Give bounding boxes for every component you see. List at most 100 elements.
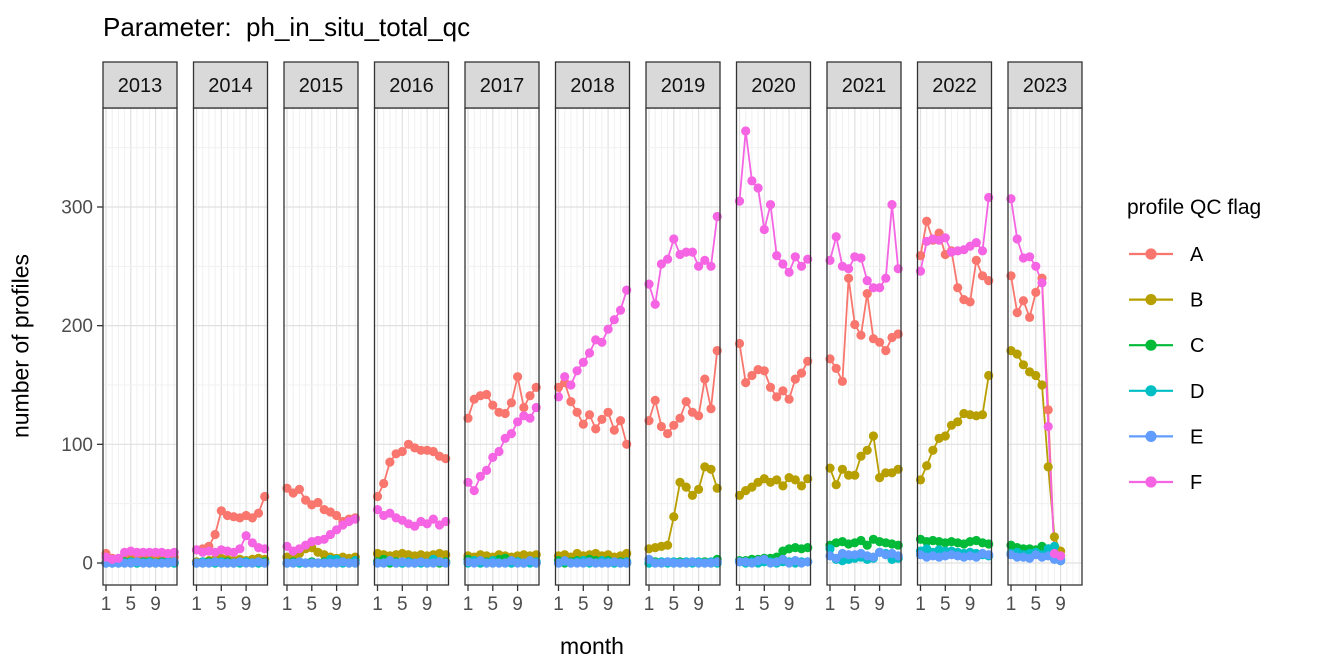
y-tick-label: 100	[61, 435, 93, 456]
data-point-A	[825, 354, 835, 364]
data-point-B	[694, 484, 704, 494]
data-point-F	[247, 538, 257, 548]
data-point-F	[669, 234, 679, 244]
data-point-F	[915, 266, 926, 276]
legend-label: A	[1190, 244, 1204, 266]
plot-title: Parameter: ph_in_situ_total_qc	[103, 12, 471, 42]
data-point-B	[831, 480, 841, 490]
x-tick-label: 9	[1055, 594, 1066, 615]
data-point-B	[734, 490, 745, 500]
x-tick-label: 1	[191, 594, 202, 615]
data-point-B	[977, 410, 988, 420]
data-point-B	[1037, 380, 1047, 390]
data-point-A	[584, 410, 595, 420]
data-point-A	[513, 372, 523, 382]
data-point-A	[694, 411, 704, 421]
data-point-F	[372, 505, 383, 515]
x-tick-label: 5	[488, 594, 499, 615]
facet-label-2013: 2013	[118, 75, 163, 97]
data-point-A	[862, 289, 872, 299]
x-tick-label: 5	[1031, 594, 1042, 615]
data-point-B	[875, 473, 885, 483]
data-point-F	[772, 251, 782, 261]
data-point-A	[506, 398, 516, 408]
data-point-F	[235, 544, 245, 554]
legend-key-point	[1145, 430, 1157, 442]
legend-label: D	[1190, 381, 1204, 403]
data-point-A	[850, 319, 860, 330]
data-point-A	[294, 484, 304, 494]
data-point-F	[609, 315, 619, 325]
data-point-F	[977, 246, 988, 256]
data-point-B	[825, 463, 835, 473]
data-point-A	[282, 483, 292, 493]
panel-background	[374, 108, 449, 585]
legend-label: E	[1190, 426, 1203, 448]
data-point-A	[597, 414, 607, 424]
data-point-A	[669, 420, 679, 430]
x-tick-label: 5	[216, 594, 227, 615]
data-point-A	[772, 392, 782, 402]
facet-label-2019: 2019	[661, 75, 706, 97]
data-point-A	[482, 389, 492, 400]
facet-strip	[1007, 61, 1083, 109]
data-point-A	[591, 424, 601, 434]
data-point-B	[856, 451, 866, 461]
data-point-F	[650, 299, 660, 309]
data-point-F	[694, 261, 704, 271]
data-point-A	[519, 402, 529, 413]
data-point-A	[675, 413, 685, 423]
data-point-A	[844, 273, 854, 283]
data-point-F	[469, 486, 479, 496]
data-point-B	[928, 445, 938, 455]
data-point-F	[1031, 261, 1041, 271]
data-point-F	[881, 273, 891, 283]
data-point-A	[313, 497, 323, 508]
data-point-A	[1006, 271, 1016, 281]
x-tick-label: 9	[965, 594, 976, 615]
data-point-F	[734, 196, 745, 206]
data-point-A	[644, 416, 654, 426]
x-tick-label: 9	[874, 594, 885, 615]
x-tick-label: 5	[578, 594, 589, 615]
facet-panel-2013: 2013 1 5 9	[101, 61, 179, 615]
x-tick-label: 5	[850, 594, 861, 615]
data-point-F	[241, 531, 251, 541]
x-tick-label: 1	[644, 594, 655, 615]
data-point-F	[1012, 234, 1022, 244]
data-point-F	[1025, 252, 1035, 262]
data-point-B	[915, 475, 926, 485]
panel-background	[827, 108, 901, 585]
data-point-B	[850, 470, 860, 480]
data-point-A	[875, 337, 885, 347]
data-point-F	[862, 276, 872, 286]
data-point-A	[663, 429, 673, 439]
legend-item-D: D	[1129, 381, 1204, 403]
y-tick-label: 300	[61, 197, 93, 218]
data-point-B	[868, 431, 879, 441]
data-point-F	[1037, 278, 1047, 288]
data-point-A	[1012, 308, 1022, 318]
data-point-A	[397, 446, 407, 457]
data-point-A	[734, 338, 745, 349]
data-point-B	[1031, 370, 1041, 381]
data-point-A	[609, 425, 619, 435]
facet-panel-2016: 2016 1 5 9	[372, 61, 451, 615]
data-point-B	[790, 475, 800, 485]
legend-label: F	[1190, 472, 1202, 494]
data-point-A	[615, 416, 626, 426]
x-tick-label: 9	[331, 594, 342, 615]
data-point-B	[747, 482, 757, 492]
facet-panel-2018: 2018 1 5 9	[553, 61, 632, 615]
data-point-F	[615, 305, 626, 315]
data-point-F	[644, 279, 654, 289]
x-tick-label: 1	[101, 594, 112, 615]
data-point-F	[553, 392, 564, 402]
data-point-A	[741, 378, 751, 388]
facet-strip	[192, 61, 269, 109]
panel-background	[103, 108, 177, 585]
x-axis-title: month	[560, 633, 624, 659]
x-tick-label: 1	[825, 594, 836, 615]
data-point-B	[778, 481, 788, 491]
